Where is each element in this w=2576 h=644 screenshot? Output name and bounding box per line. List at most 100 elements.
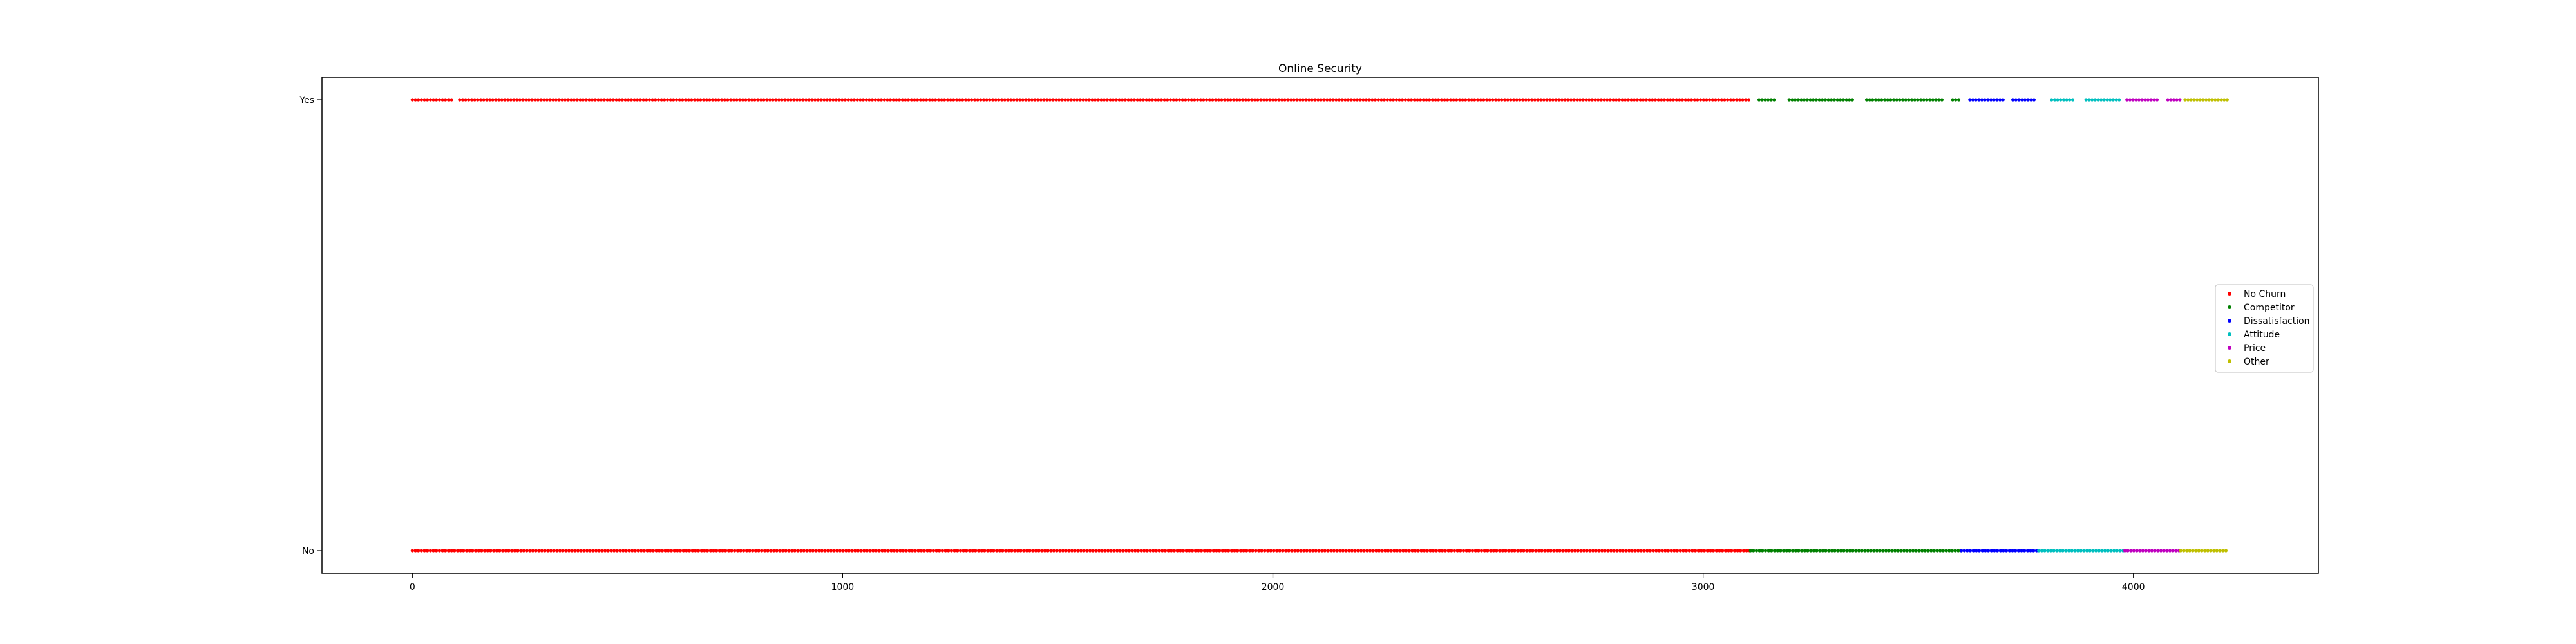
data-point <box>972 98 977 102</box>
data-point <box>922 549 926 553</box>
data-point <box>762 549 767 553</box>
data-point <box>1588 549 1592 553</box>
data-point <box>1644 98 1648 102</box>
data-point <box>1823 98 1827 102</box>
data-point <box>2082 549 2086 553</box>
data-point <box>804 98 808 102</box>
data-point <box>1211 549 1215 553</box>
data-point <box>807 98 811 102</box>
legend-label: Other <box>2244 357 2269 367</box>
data-point <box>435 549 439 553</box>
data-point <box>1365 549 1369 553</box>
data-point <box>591 549 595 553</box>
data-point <box>1570 549 1574 553</box>
data-point <box>1602 98 1606 102</box>
data-point <box>1533 98 1537 102</box>
data-point <box>1515 98 1519 102</box>
data-point <box>739 549 743 553</box>
legend-label: Attitude <box>2244 330 2280 340</box>
data-point <box>579 549 583 553</box>
data-point <box>1181 549 1186 553</box>
data-point <box>536 98 540 102</box>
data-point <box>549 549 553 553</box>
data-point <box>1191 549 1195 553</box>
data-point <box>1776 549 1779 553</box>
data-point <box>954 98 959 102</box>
data-point <box>1148 549 1152 553</box>
data-point <box>1736 549 1739 553</box>
data-point <box>1473 549 1477 553</box>
data-point <box>1770 549 1774 553</box>
data-point <box>1904 98 1908 102</box>
legend-label: No Churn <box>2244 289 2286 299</box>
data-point <box>564 549 568 553</box>
data-point <box>1842 549 1846 553</box>
data-point <box>1669 549 1673 553</box>
data-point <box>1998 98 2002 102</box>
data-point <box>2175 98 2179 102</box>
data-point <box>1754 549 1759 553</box>
data-point <box>1489 549 1493 553</box>
data-point <box>934 549 938 553</box>
data-point <box>426 549 430 553</box>
data-point <box>1938 549 1942 553</box>
data-point <box>940 98 943 102</box>
data-point <box>2206 549 2210 553</box>
data-point <box>1766 98 1770 102</box>
data-point <box>1115 549 1119 553</box>
data-point <box>2065 98 2069 102</box>
data-point <box>1512 98 1516 102</box>
data-point <box>2126 549 2130 553</box>
data-point <box>699 98 703 102</box>
data-point <box>2203 549 2207 553</box>
data-point <box>1121 98 1124 102</box>
data-point <box>819 98 823 102</box>
data-point <box>1599 98 1603 102</box>
data-point <box>1416 549 1420 553</box>
data-point <box>1826 98 1830 102</box>
data-point <box>440 549 444 553</box>
data-point <box>1109 549 1113 553</box>
data-point <box>1304 98 1308 102</box>
data-point <box>1717 98 1721 102</box>
data-point <box>1513 549 1517 553</box>
data-point <box>609 98 612 102</box>
data-point <box>582 549 586 553</box>
axes-frame <box>321 77 2319 574</box>
data-point <box>1593 98 1597 102</box>
data-point <box>874 549 878 553</box>
data-point <box>500 98 504 102</box>
data-point <box>1516 549 1520 553</box>
data-point <box>769 549 773 553</box>
data-point <box>2162 549 2166 553</box>
data-point <box>612 549 616 553</box>
data-point <box>1470 549 1475 553</box>
data-point <box>1980 549 1984 553</box>
data-point <box>787 549 791 553</box>
data-point <box>1956 549 1960 553</box>
data-point <box>967 98 971 102</box>
data-point <box>531 549 535 553</box>
data-point <box>600 549 604 553</box>
data-point <box>435 98 439 102</box>
data-point <box>1475 98 1480 102</box>
data-point <box>1220 549 1224 553</box>
data-point <box>459 549 462 553</box>
data-point <box>2100 549 2104 553</box>
data-point <box>575 98 579 102</box>
data-point <box>1534 549 1538 553</box>
data-point <box>1500 98 1504 102</box>
data-point <box>753 549 757 553</box>
data-point <box>567 549 571 553</box>
data-point <box>639 549 643 553</box>
data-point <box>1537 549 1540 553</box>
data-point <box>1844 98 1848 102</box>
data-point <box>2002 549 2005 553</box>
data-point <box>2197 549 2201 553</box>
data-point <box>2090 98 2094 102</box>
data-point <box>1295 98 1299 102</box>
data-point <box>1144 98 1148 102</box>
data-point <box>1935 549 1939 553</box>
data-point <box>790 549 794 553</box>
data-point <box>774 98 778 102</box>
